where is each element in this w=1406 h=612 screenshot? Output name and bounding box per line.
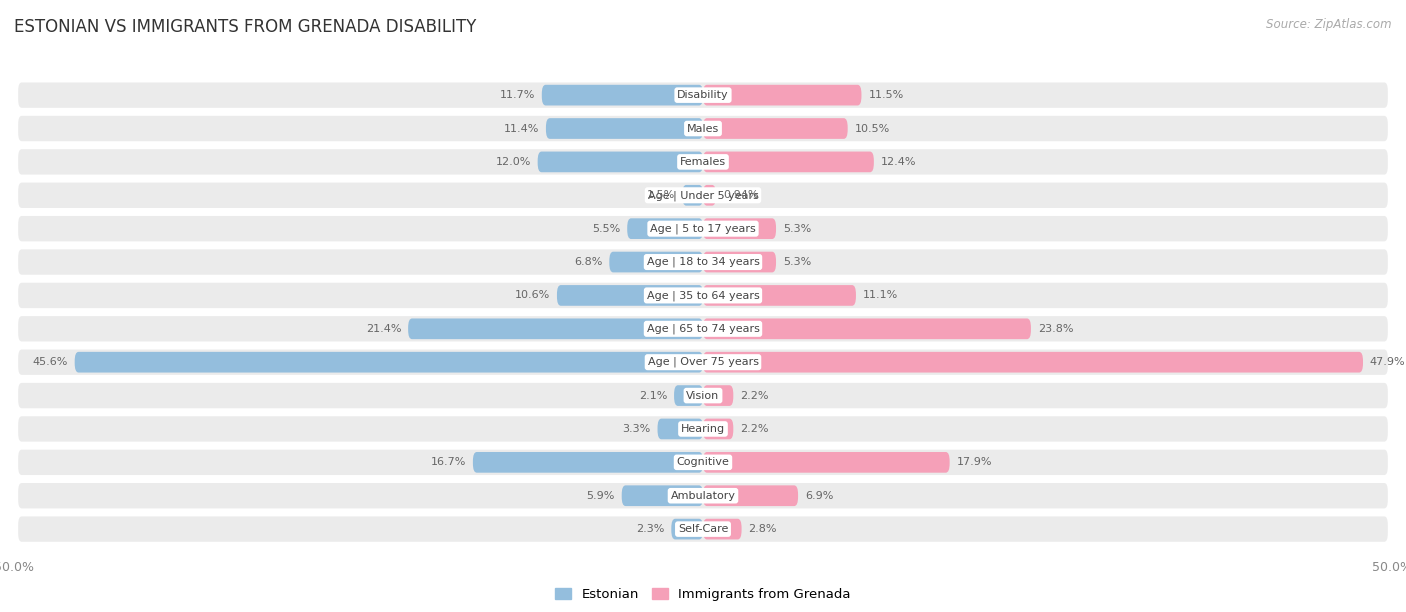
Text: 16.7%: 16.7% [430,457,465,468]
FancyBboxPatch shape [682,185,703,206]
FancyBboxPatch shape [703,352,1362,373]
Text: Cognitive: Cognitive [676,457,730,468]
FancyBboxPatch shape [75,352,703,373]
FancyBboxPatch shape [472,452,703,472]
FancyBboxPatch shape [18,349,1388,375]
Text: 6.8%: 6.8% [574,257,602,267]
Text: 5.9%: 5.9% [586,491,614,501]
Text: 2.1%: 2.1% [638,390,668,401]
Text: 12.0%: 12.0% [495,157,531,167]
FancyBboxPatch shape [627,218,703,239]
Text: Females: Females [681,157,725,167]
FancyBboxPatch shape [537,152,703,172]
Text: Males: Males [688,124,718,133]
Text: ESTONIAN VS IMMIGRANTS FROM GRENADA DISABILITY: ESTONIAN VS IMMIGRANTS FROM GRENADA DISA… [14,18,477,36]
FancyBboxPatch shape [18,416,1388,442]
FancyBboxPatch shape [18,517,1388,542]
Text: 10.5%: 10.5% [855,124,890,133]
Text: 5.5%: 5.5% [592,223,620,234]
FancyBboxPatch shape [703,185,716,206]
Text: 21.4%: 21.4% [366,324,401,334]
Text: 11.1%: 11.1% [863,291,898,300]
Text: 12.4%: 12.4% [880,157,917,167]
Text: Source: ZipAtlas.com: Source: ZipAtlas.com [1267,18,1392,31]
Text: Age | 65 to 74 years: Age | 65 to 74 years [647,324,759,334]
FancyBboxPatch shape [703,285,856,306]
Text: 10.6%: 10.6% [515,291,550,300]
FancyBboxPatch shape [18,149,1388,174]
FancyBboxPatch shape [703,85,862,105]
Text: Vision: Vision [686,390,720,401]
Text: 3.3%: 3.3% [623,424,651,434]
FancyBboxPatch shape [673,385,703,406]
Text: Age | 35 to 64 years: Age | 35 to 64 years [647,290,759,300]
Text: 1.5%: 1.5% [647,190,675,200]
FancyBboxPatch shape [18,450,1388,475]
FancyBboxPatch shape [703,452,949,472]
FancyBboxPatch shape [18,249,1388,275]
FancyBboxPatch shape [18,383,1388,408]
Text: 5.3%: 5.3% [783,223,811,234]
FancyBboxPatch shape [18,116,1388,141]
FancyBboxPatch shape [18,182,1388,208]
Text: Age | Under 5 years: Age | Under 5 years [648,190,758,201]
Text: 2.3%: 2.3% [636,524,665,534]
Text: 11.7%: 11.7% [499,90,534,100]
Text: 2.2%: 2.2% [740,390,769,401]
Text: 2.8%: 2.8% [748,524,778,534]
Text: Self-Care: Self-Care [678,524,728,534]
FancyBboxPatch shape [18,216,1388,241]
Text: Ambulatory: Ambulatory [671,491,735,501]
Text: 11.5%: 11.5% [869,90,904,100]
FancyBboxPatch shape [557,285,703,306]
Text: Age | 5 to 17 years: Age | 5 to 17 years [650,223,756,234]
Text: 45.6%: 45.6% [32,357,67,367]
FancyBboxPatch shape [703,385,734,406]
FancyBboxPatch shape [703,419,734,439]
FancyBboxPatch shape [621,485,703,506]
Text: 23.8%: 23.8% [1038,324,1073,334]
FancyBboxPatch shape [658,419,703,439]
Text: 0.94%: 0.94% [723,190,758,200]
FancyBboxPatch shape [546,118,703,139]
FancyBboxPatch shape [609,252,703,272]
FancyBboxPatch shape [671,519,703,539]
Text: 5.3%: 5.3% [783,257,811,267]
FancyBboxPatch shape [18,83,1388,108]
FancyBboxPatch shape [703,218,776,239]
FancyBboxPatch shape [703,519,741,539]
FancyBboxPatch shape [18,316,1388,341]
FancyBboxPatch shape [408,318,703,339]
FancyBboxPatch shape [18,283,1388,308]
Text: 11.4%: 11.4% [503,124,538,133]
Text: Disability: Disability [678,90,728,100]
FancyBboxPatch shape [703,485,799,506]
Text: 17.9%: 17.9% [956,457,993,468]
Legend: Estonian, Immigrants from Grenada: Estonian, Immigrants from Grenada [550,582,856,606]
Text: Age | Over 75 years: Age | Over 75 years [648,357,758,367]
FancyBboxPatch shape [703,118,848,139]
Text: Hearing: Hearing [681,424,725,434]
FancyBboxPatch shape [703,318,1031,339]
Text: 6.9%: 6.9% [806,491,834,501]
FancyBboxPatch shape [541,85,703,105]
FancyBboxPatch shape [18,483,1388,509]
FancyBboxPatch shape [703,152,875,172]
Text: 2.2%: 2.2% [740,424,769,434]
Text: 47.9%: 47.9% [1369,357,1406,367]
Text: Age | 18 to 34 years: Age | 18 to 34 years [647,257,759,267]
FancyBboxPatch shape [703,252,776,272]
